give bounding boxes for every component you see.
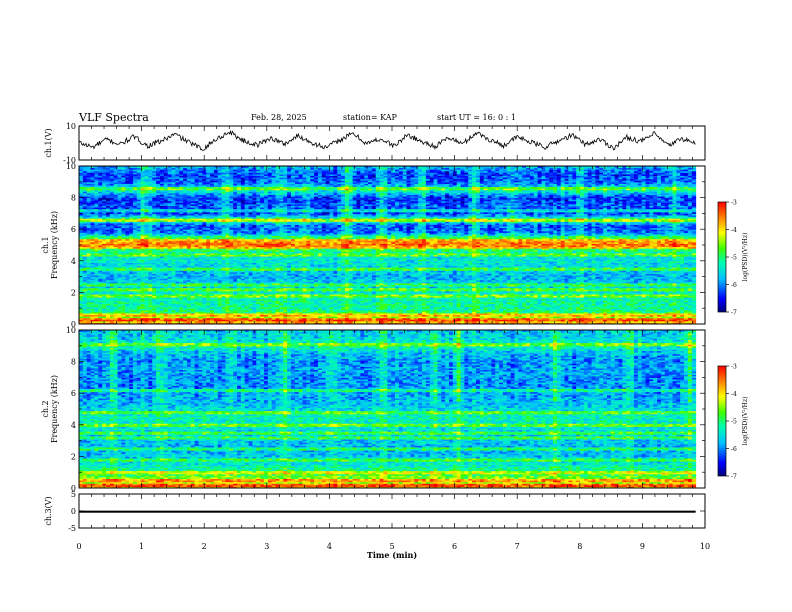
ch2-colorbar-tick-label: -5 [731,419,737,426]
ch1-spectrogram-y-tick-label: 10 [66,162,76,171]
ch2-spectrogram-y-tick-label: 4 [71,421,76,430]
ch2-spectrogram-y-tick-label: 10 [66,326,76,335]
ch2-colorbar-label: log(PSD)(V²/Hz) [742,397,749,446]
x-tick-label: 4 [327,542,332,551]
x-tick-label: 10 [700,542,710,551]
ch3-signal-y-tick-label: -5 [68,524,76,533]
ch1-colorbar-label: log(PSD)(V²/Hz) [742,233,749,282]
ch2-colorbar [718,366,726,476]
ch1-colorbar-tick-label: -6 [731,282,737,289]
ch2-colorbar-tick-label: -3 [731,364,737,371]
x-tick-label: 2 [202,542,207,551]
ch1-colorbar-tick-label: -7 [731,310,737,317]
ch1-spectrogram-ylabel2: Frequency (kHz) [50,211,59,279]
ch1-spectrogram-y-tick-label: 8 [71,194,76,203]
x-tick-label: 3 [264,542,269,551]
x-tick-label: 7 [515,542,520,551]
ch1-colorbar-tick-label: -4 [731,227,737,234]
ch1-spectrogram-heatmap [79,166,696,325]
ch3-signal-y-tick-label: 0 [71,507,76,516]
ch1-spectrogram-ylabel: ch.1 [41,236,50,253]
ch2-spectrogram-y-tick-label: 6 [71,389,76,398]
x-tick-label: 9 [640,542,645,551]
ch1-spectrogram-y-tick-label: 4 [71,257,76,266]
ch1-colorbar-tick-label: -3 [731,200,737,207]
x-tick-label: 0 [76,542,81,551]
ch2-colorbar-tick-label: -4 [731,391,737,398]
ch2-spectrogram-ylabel: ch.2 [41,400,50,417]
ch2-colorbar-tick-label: -6 [731,446,737,453]
ch2-spectrogram-ylabel2: Frequency (kHz) [50,375,59,443]
ch2-spectrogram-y-tick-label: 8 [71,358,76,367]
ch1-waveform-line [79,131,696,150]
x-tick-label: 1 [139,542,144,551]
ch1-spectrogram-y-tick-label: 6 [71,225,76,234]
x-tick-label: 6 [452,542,457,551]
ch1-colorbar [718,202,726,312]
x-tick-label: 8 [577,542,582,551]
ch3-signal-y-tick-label: 5 [71,490,76,499]
ch1-waveform-ylabel: ch.1(V) [44,128,53,157]
ch2-colorbar-tick-label: -7 [731,474,737,481]
vlf-spectra-figure: 10-100246810024681050-5ch.1(V)ch.1 Freque… [0,0,792,612]
ch1-colorbar-tick-label: -5 [731,255,737,262]
ch1-spectrogram-y-tick-label: 2 [71,288,76,297]
ch1-waveform-y-tick-label: 10 [66,122,76,131]
x-axis-label: Time (min) [367,550,417,560]
ch3-signal-ylabel: ch.3(V) [44,496,53,525]
ch2-spectrogram-heatmap [79,330,696,489]
ch2-spectrogram-y-tick-label: 2 [71,452,76,461]
